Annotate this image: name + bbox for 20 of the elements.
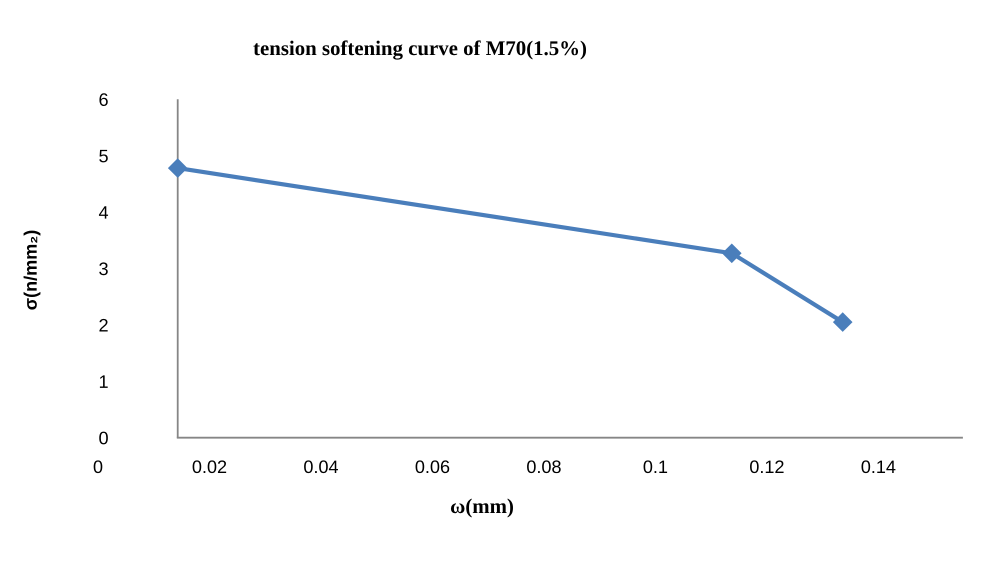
y-tick-label: 0 [99, 432, 108, 444]
x-tick-label: 0.08 [527, 460, 561, 474]
x-tick-label: 0.14 [862, 460, 896, 474]
x-tick-label: 0.02 [192, 460, 226, 474]
y-tick-label: 6 [99, 93, 108, 106]
y-tick-label: 4 [98, 206, 108, 219]
point [168, 158, 188, 178]
y-tick-label: 3 [99, 262, 108, 276]
y-axis-title: σ(n/mm₂) [24, 230, 40, 310]
y-tick-label: 2 [99, 318, 108, 332]
chart-title: tension softening curve of M70(1.5%) [253, 40, 586, 60]
point [833, 312, 852, 332]
x-tick-label: 0.04 [304, 460, 338, 474]
y-tick-label: 5 [99, 150, 108, 162]
x-axis-title: ω(mm) [450, 498, 513, 518]
point [722, 244, 742, 263]
x-tick-label: 0.1 [644, 460, 668, 474]
x-tick-label: 0.06 [416, 460, 450, 474]
x-tick-label: 0.12 [750, 460, 784, 474]
y-tick-label: 1 [100, 375, 108, 388]
